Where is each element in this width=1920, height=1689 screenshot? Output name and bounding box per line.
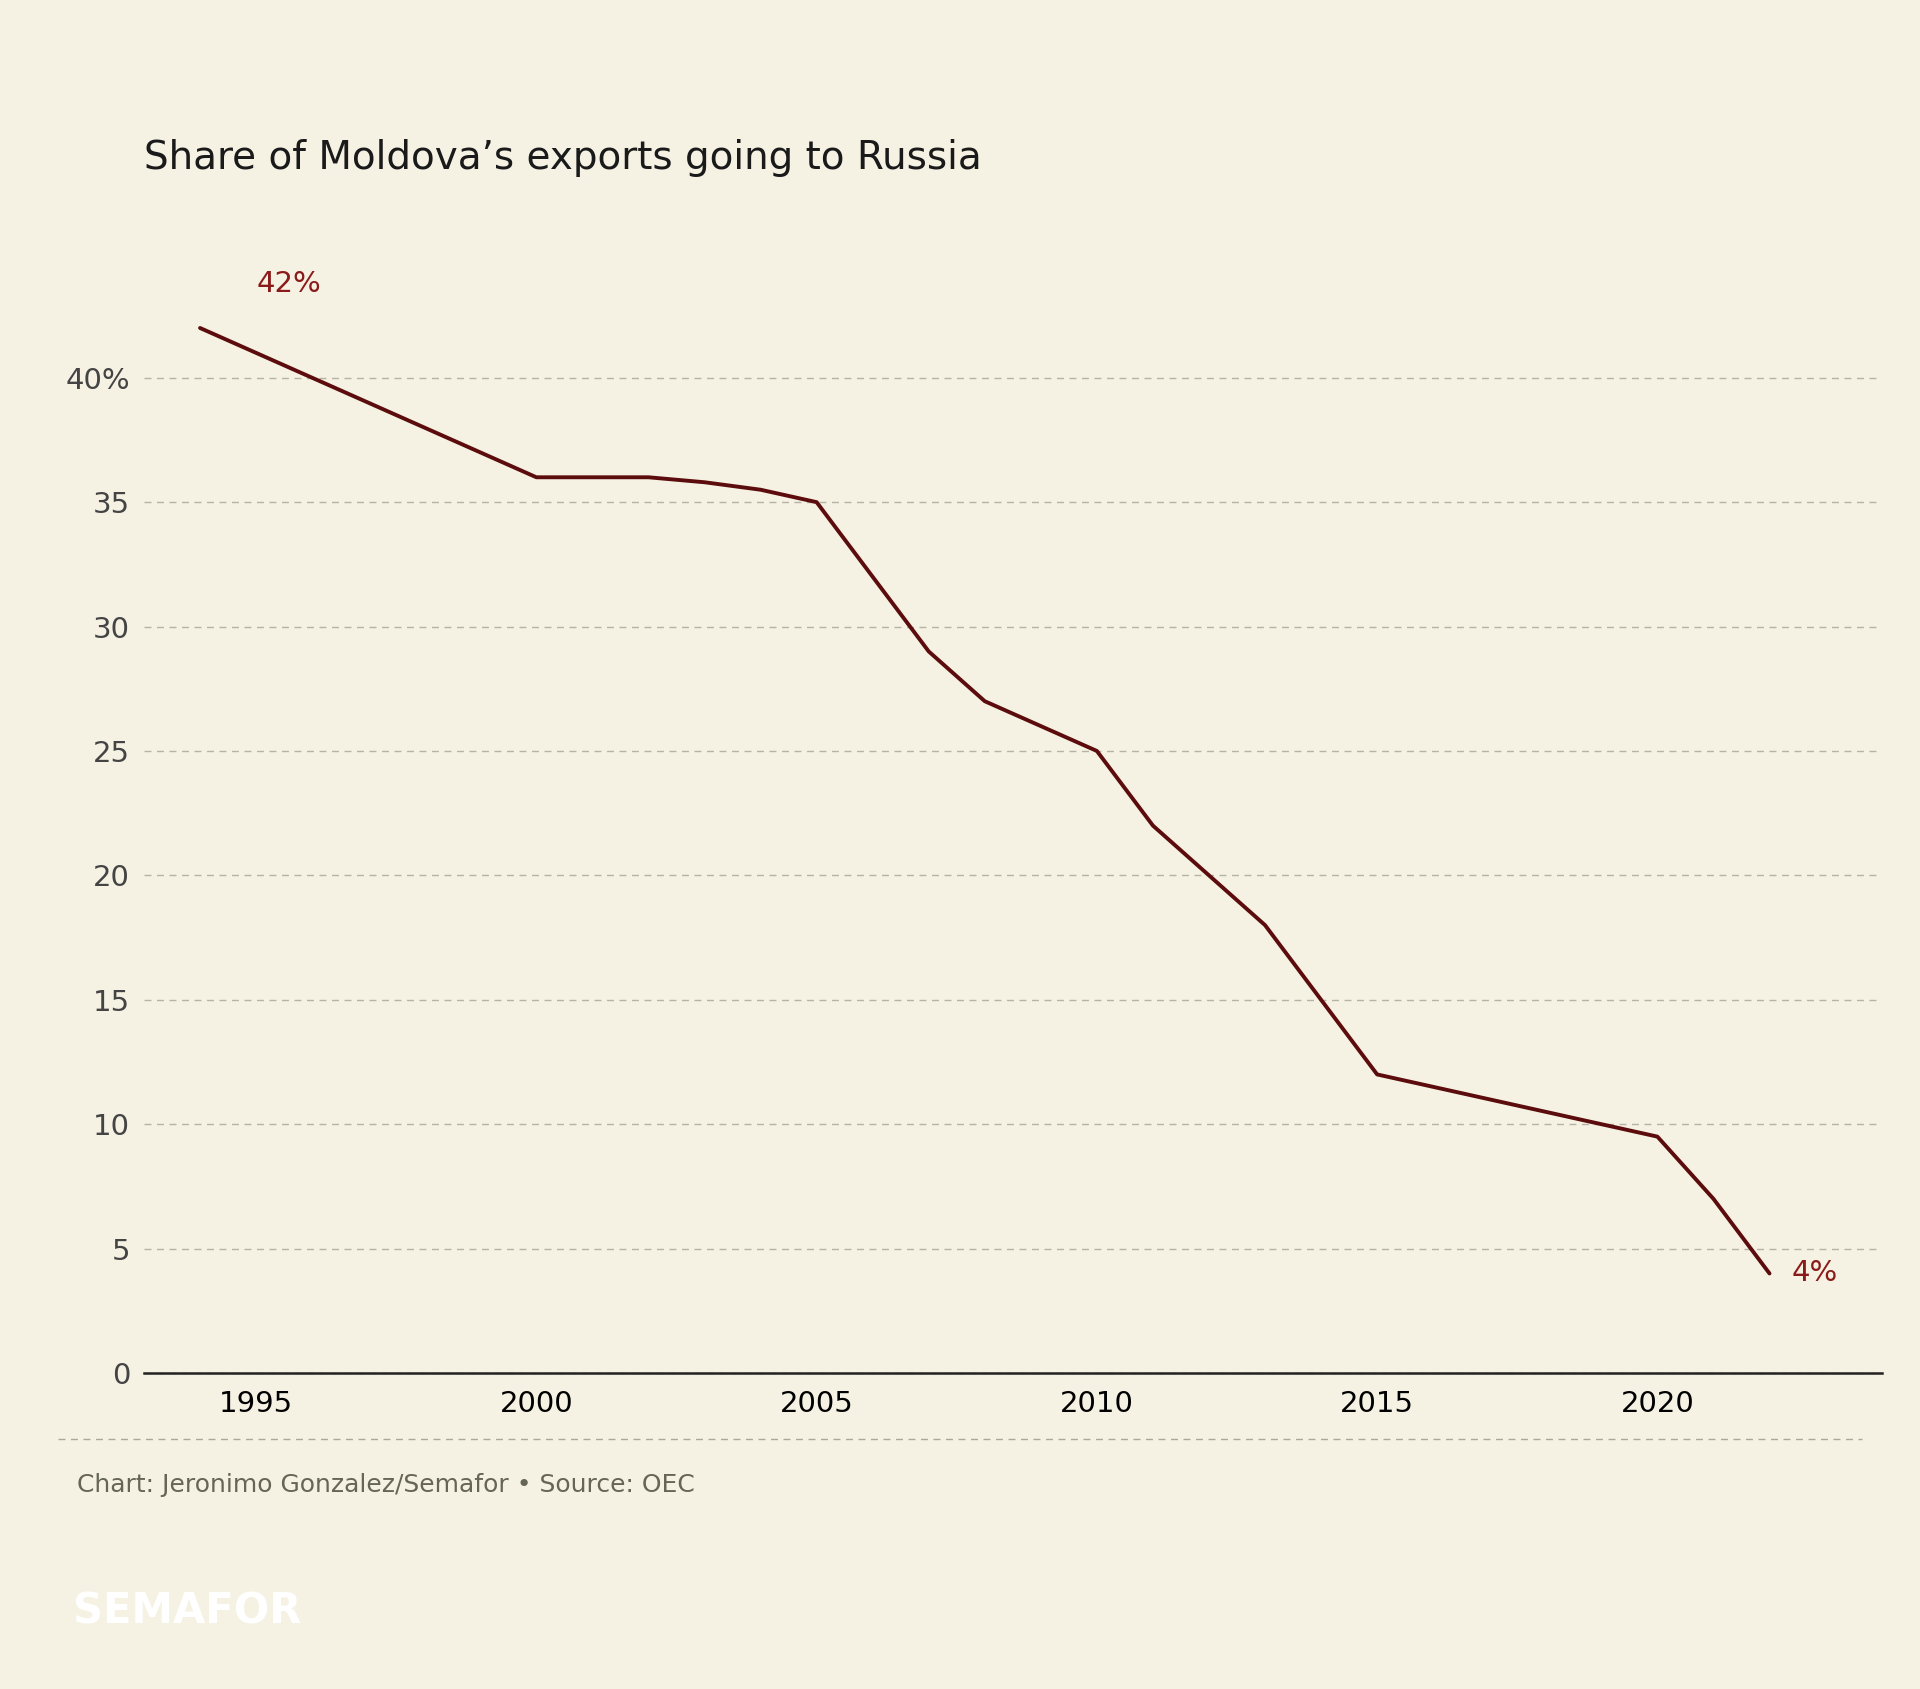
Text: 42%: 42% bbox=[255, 270, 321, 299]
Text: Chart: Jeronimo Gonzalez/Semafor • Source: OEC: Chart: Jeronimo Gonzalez/Semafor • Sourc… bbox=[77, 1473, 695, 1496]
Text: 4%: 4% bbox=[1791, 1260, 1837, 1287]
Text: Share of Moldova’s exports going to Russia: Share of Moldova’s exports going to Russ… bbox=[144, 140, 981, 177]
Text: SEMAFOR: SEMAFOR bbox=[73, 1591, 301, 1632]
